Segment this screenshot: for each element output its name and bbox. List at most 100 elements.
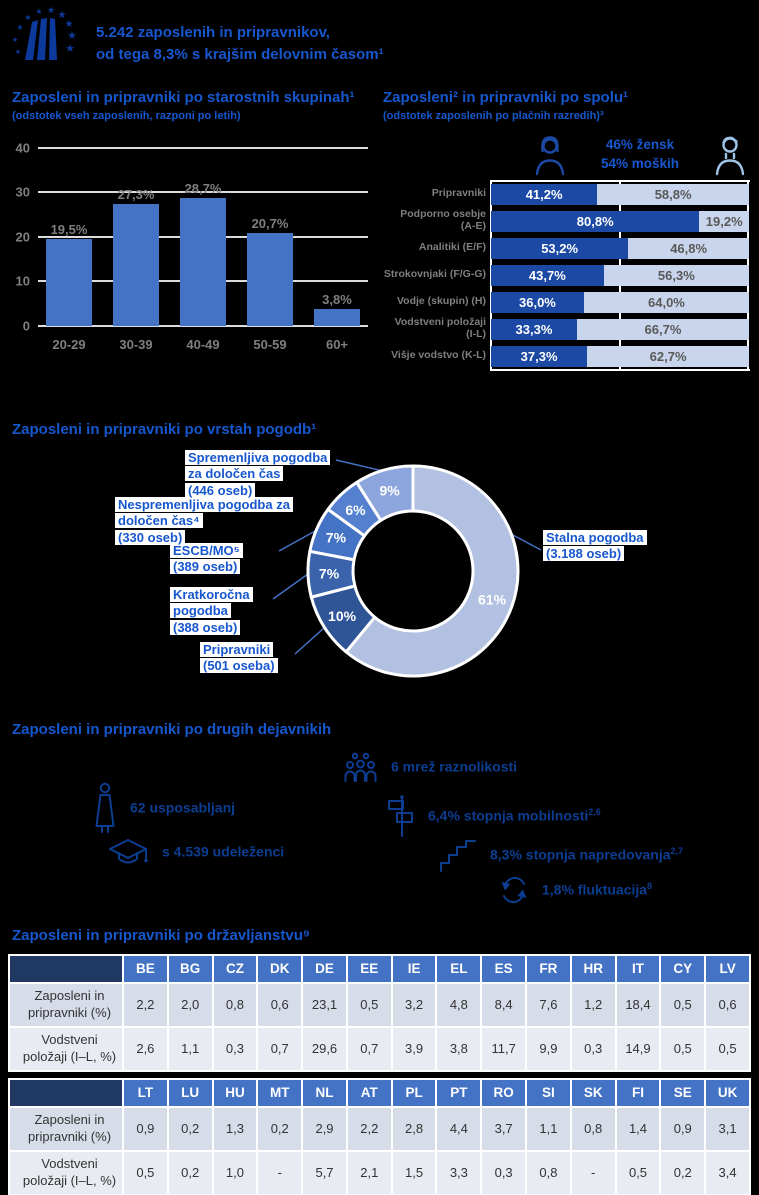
table-row: Zaposleni in pripravniki (%) 0,9 0,2 1,3 0,2… [10,1107,749,1150]
value-cell: 2,2 [124,983,167,1026]
age-bar [247,233,293,326]
value-cell: 2,8 [392,1107,436,1150]
svg-text:★: ★ [12,36,18,44]
country-header: SE [661,1079,705,1106]
gender-male-bar: 58,8% [597,183,749,205]
value-cell: 3,4 [706,1151,749,1194]
value-cell: 3,9 [392,1027,436,1070]
stairs-icon [440,839,476,872]
value-cell: 9,9 [527,1027,570,1070]
age-chart-plot: 0 10 20 30 40 19,5% 27,3% 28,7% 20,7% 3,8% [16,140,368,333]
age-bar-group: 20,7% [247,148,293,326]
gender-female-bar: 37,3% [491,345,588,367]
value-cell: 1,4 [616,1107,660,1150]
headline: 5.242 zaposlenih in pripravnikov, od teg… [96,22,384,66]
value-cell: 0,3 [571,1027,615,1070]
contracts-chart-title: Zaposleni in pripravniki po vrstah pogod… [12,421,317,438]
gender-male-bar: 46,8% [628,237,749,259]
value-cell: 0,5 [616,1151,660,1194]
factor-trainings: 62 usposabljanj [92,782,235,834]
country-header: BE [124,955,167,982]
gender-row: Vodstveni položaji (I-L) 33,3% 66,7% [383,317,751,340]
gender-row-track: 33,3% 66,7% [491,318,749,340]
donut-slice-0 [344,464,520,677]
value-cell: 0,7 [347,1027,391,1070]
gender-chart-title: Zaposleni² in pripravniki po spolu¹ [383,89,629,106]
value-cell: - [571,1151,615,1194]
row-label: Vodstveni položaji (I–L, %) [10,1027,122,1070]
svg-text:★: ★ [65,43,75,55]
svg-text:★: ★ [67,30,76,42]
age-bar-group: 28,7% [180,148,226,326]
value-cell: 0,2 [168,1151,212,1194]
label-escb-mo: ESCB/MO⁵ (389 oseb) [170,542,280,577]
gender-legend-men: 54% moških [600,155,680,171]
value-cell: 0,8 [213,983,257,1026]
graduation-cap-icon [109,838,148,863]
country-header: EL [437,955,481,982]
row-label: Zaposleni in pripravniki (%) [10,983,122,1026]
y-tick-label-10: 10 [15,273,30,289]
citizenship-header-row: BE BG CZ DK DE EE IE EL ES FR HR IT CY LV [10,955,749,982]
table-corner-cell [10,1079,122,1106]
gridline-0 [38,324,368,327]
country-header: CZ [213,955,257,982]
age-bar-group: 27,3% [113,148,159,326]
donut-slice-5 [355,464,415,522]
value-cell: 0,5 [661,1027,705,1070]
country-header: IT [616,955,660,982]
value-cell: 3,8 [437,1027,481,1070]
value-cell: 1,0 [213,1151,257,1194]
trainer-icon [95,782,115,833]
country-header: CY [661,955,705,982]
country-header: EE [347,955,391,982]
citizenship-section: Zaposleni in pripravniki po državljanstv… [0,926,759,1195]
table-row: Vodstveni položaji (I–L, %) 2,6 1,1 0,3 0,7 2… [10,1027,749,1070]
country-header: IE [392,955,436,982]
factors-body: 62 usposabljanj s 4.539 udeleženci [0,750,759,940]
label-spremenljiva-pogodba: Spremenljiva pogodba za določen čas (446… [185,449,337,501]
svg-text:★: ★ [15,48,21,56]
gender-row-track: 36,0% 64,0% [491,291,749,313]
value-cell: 0,3 [213,1027,257,1070]
age-bar-value-label: 28,7% [184,180,222,196]
donut-slice-pct-label: 7% [326,529,347,545]
table-row: Vodstveni položaji (I–L, %) 0,5 0,2 1,0-5,7… [10,1151,749,1194]
value-cell: 0,6 [258,983,302,1026]
age-x-tick-label: 20-29 [52,336,86,352]
headline-line1: 5.242 zaposlenih in pripravnikov, [96,24,330,41]
gender-row-label: Pripravniki [431,187,486,200]
value-cell: 11,7 [482,1027,526,1070]
gender-row: Višje vodstvo (K-L) 37,3% 62,7% [383,345,751,367]
factor-trainings-text: 62 usposabljanj [130,799,236,816]
age-bar [180,197,226,326]
gender-male-bar: 64,0% [583,291,749,313]
age-chart-x-axis: 20-29 30-39 40-49 50-59 60+ [38,337,368,352]
country-header: RO [482,1079,526,1106]
country-header: PT [437,1079,481,1106]
value-cell: 3,2 [392,983,436,1026]
value-cell: 0,5 [661,983,705,1026]
gender-female-bar: 33,3% [491,318,577,340]
gender-row-label: Analitiki (E/F) [418,241,486,254]
svg-text:★: ★ [24,13,31,22]
factor-promotion-text: 8,3% stopnja napredovanja2,7 [490,846,684,863]
age-bars: 19,5% 27,3% 28,7% 20,7% 3,8% [38,148,368,326]
donut-slice-pct-label: 7% [319,565,340,581]
factor-diversity-networks: 6 mrež raznolikosti [343,752,517,782]
gender-row: Vodje (skupin) (H) 36,0% 64,0% [383,291,751,313]
value-cell: 1,5 [392,1151,436,1194]
value-cell: 2,0 [168,983,212,1026]
value-cell: 4,8 [437,983,481,1026]
age-chart-title: Zaposleni in pripravniki po starostnih s… [12,89,355,106]
gender-row-track: 37,3% 62,7% [491,345,749,367]
gender-row-label: Strokovnjaki (F/G-G) [383,268,486,281]
factors-section: Zaposleni in pripravniki po drugih dejav… [0,720,759,940]
country-header: NL [303,1079,346,1106]
value-cell: 0,2 [661,1151,705,1194]
gender-male-bar: 62,7% [587,345,749,367]
contracts-donut-chart: 61% 10% 7% 7% 6% 9% Stalna pogodba (3.188 ose… [0,446,759,708]
signpost-icon [388,794,413,837]
value-cell: 3,1 [706,1107,749,1150]
age-bar [46,238,92,326]
